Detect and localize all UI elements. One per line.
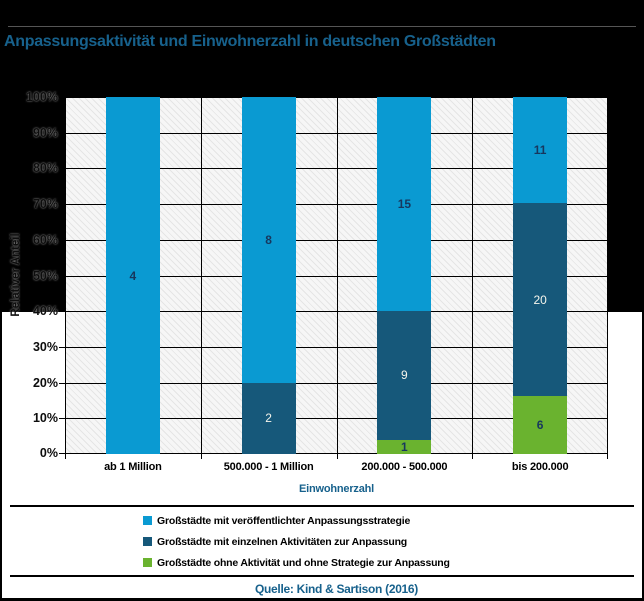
category-separator — [607, 97, 608, 454]
y-tick-label: 0% — [39, 446, 58, 460]
category-separator — [336, 97, 338, 454]
y-tick-label: 70% — [32, 197, 58, 212]
y-tick-label: 80% — [32, 161, 58, 176]
bar-segment: 11 — [513, 97, 568, 204]
y-tick-label: 60% — [32, 232, 58, 247]
bar-column: 15 9 1 — [377, 97, 432, 454]
y-tick-label: 90% — [32, 125, 58, 140]
bar-segment: 1 — [377, 439, 432, 454]
legend-swatch-green-icon — [143, 558, 152, 567]
x-category-label: 500.000 - 1 Million — [223, 461, 314, 473]
legend-swatch-light-blue-icon — [143, 516, 152, 525]
y-tick-mark — [59, 311, 65, 313]
bar-value-label: 15 — [397, 197, 412, 212]
legend-label: Großstädte mit einzelnen Aktivitäten zur… — [157, 535, 408, 548]
bar-value-label: 9 — [401, 368, 408, 383]
legend-divider-top — [10, 505, 634, 507]
legend-divider-bottom — [10, 575, 634, 577]
category-separator — [65, 97, 66, 454]
x-category-label: 200.000 - 500.000 — [361, 461, 448, 473]
bar-segment: 8 — [241, 97, 296, 383]
bar-column: 4 — [105, 97, 160, 454]
bar-value-label: 11 — [533, 143, 547, 158]
legend-label: Großstädte ohne Aktivität und ohne Strat… — [157, 556, 450, 569]
x-tick-mark — [200, 454, 202, 459]
y-tick-mark — [59, 239, 65, 241]
y-tick-label: 100% — [26, 90, 58, 104]
y-tick-label: 50% — [32, 268, 58, 283]
bar-value-label: 20 — [533, 292, 547, 307]
category-separator — [200, 97, 202, 454]
x-axis-title: Einwohnerzahl — [298, 483, 375, 495]
source-caption: Quelle: Kind & Sartison (2016) — [254, 582, 419, 596]
x-tick-mark — [607, 454, 608, 459]
bar-segment: 2 — [241, 382, 296, 454]
bar-value-label: 8 — [265, 232, 272, 247]
legend-swatch-dark-blue-icon — [143, 537, 152, 546]
legend-item-no-activity: Großstädte ohne Aktivität und ohne Strat… — [143, 552, 450, 573]
y-tick-label: 20% — [32, 375, 58, 390]
y-tick-mark — [59, 346, 65, 348]
y-tick-mark — [59, 382, 65, 384]
x-category-label: bis 200.000 — [511, 461, 569, 473]
y-tick-label: 30% — [32, 339, 58, 354]
bar-segment: 20 — [513, 203, 568, 397]
bar-value-label: 4 — [129, 268, 137, 283]
y-tick-mark — [59, 168, 65, 170]
y-tick-mark — [59, 97, 65, 98]
bar-value-label: 2 — [265, 411, 272, 426]
category-separator — [472, 97, 474, 454]
bar-segment: 15 — [377, 97, 432, 312]
x-tick-mark — [472, 454, 474, 459]
legend-label: Großstädte mit veröffentlichter Anpassun… — [157, 514, 411, 527]
y-tick-mark — [59, 453, 65, 454]
bar-column: 11 20 6 — [513, 97, 568, 454]
bar-value-label: 1 — [401, 439, 408, 454]
legend: Großstädte mit veröffentlichter Anpassun… — [143, 510, 450, 573]
chart-title: Anpassungsaktivität und Einwohnerzahl in… — [4, 33, 496, 50]
bar-segment: 4 — [105, 97, 160, 454]
x-category-label: ab 1 Million — [104, 461, 162, 473]
legend-item-individual-activities: Großstädte mit einzelnen Aktivitäten zur… — [143, 531, 450, 552]
y-tick-mark — [59, 132, 65, 134]
y-tick-mark — [59, 275, 65, 277]
header-divider-line — [8, 26, 636, 27]
y-tick-label: 10% — [32, 411, 58, 426]
bar-segment: 6 — [513, 396, 568, 454]
bar-value-label: 6 — [536, 418, 544, 433]
plot-area: 4 8 2 15 9 1 11 20 6 — [65, 97, 608, 454]
y-tick-mark — [59, 204, 65, 206]
x-tick-mark — [336, 454, 338, 459]
y-tick-label: 40% — [32, 304, 58, 319]
legend-item-published-strategy: Großstädte mit veröffentlichter Anpassun… — [143, 510, 450, 531]
x-tick-mark — [65, 454, 66, 459]
bar-segment: 9 — [377, 311, 432, 440]
y-tick-mark — [59, 418, 65, 420]
